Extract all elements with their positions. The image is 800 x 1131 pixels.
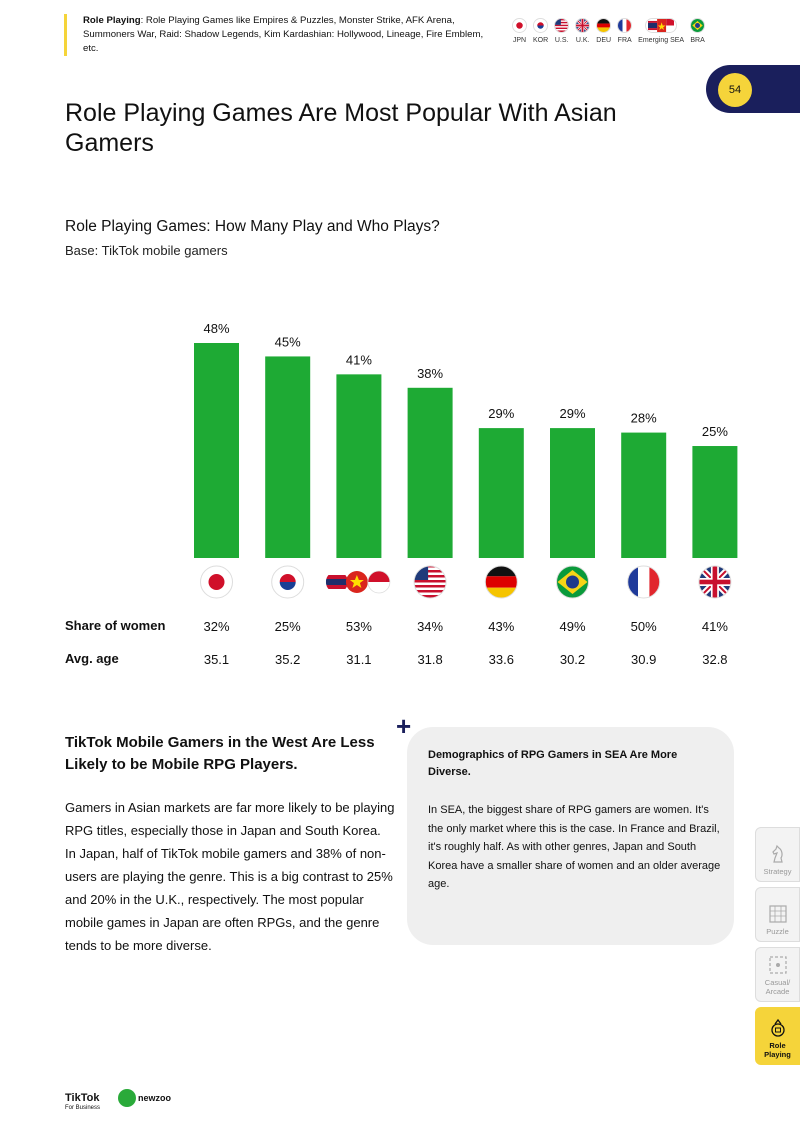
legend-uk: U.K. bbox=[575, 18, 591, 44]
legend-kor: KOR bbox=[533, 18, 548, 44]
bar-value-label: 45% bbox=[275, 334, 301, 349]
brazil-flag-icon bbox=[690, 18, 706, 33]
bar-value-label: 29% bbox=[559, 406, 585, 421]
chart-title: Role Playing Games: How Many Play and Wh… bbox=[65, 218, 440, 235]
japan-flag-icon bbox=[200, 565, 233, 599]
france-flag-icon bbox=[617, 18, 633, 33]
page-title: Role Playing Games Are Most Popular With… bbox=[65, 99, 617, 157]
bar-japan bbox=[194, 343, 239, 558]
bar-value-label: 28% bbox=[631, 411, 657, 426]
tab-strategy[interactable]: Strategy bbox=[755, 827, 800, 882]
chart-base-note: Base: TikTok mobile gamers bbox=[65, 243, 228, 258]
bar-chart: 48% 45% 41% 38% 29% 29% 28% 25% bbox=[194, 321, 738, 599]
south-korea-flag-icon bbox=[533, 18, 549, 33]
legend-deu: DEU bbox=[596, 18, 612, 44]
legend-bra: BRA bbox=[690, 18, 706, 44]
brazil-flag-icon bbox=[556, 565, 589, 599]
us-flag-icon bbox=[554, 18, 570, 33]
legend-jpn: JPN bbox=[512, 18, 527, 44]
newzoo-mark-icon bbox=[118, 1089, 136, 1107]
puzzle-grid-icon bbox=[768, 905, 787, 923]
arcade-icon bbox=[768, 956, 787, 974]
share-of-women-cell: 34% bbox=[417, 619, 444, 634]
market-flags-legend: JPN KOR U.S. U.K. DEU FRA Emerging SEA B… bbox=[512, 18, 706, 44]
share-of-women-cell: 25% bbox=[274, 619, 301, 634]
genre-label: Role Playing bbox=[83, 15, 141, 26]
sea-flags-icon bbox=[645, 18, 678, 33]
tab-casual-arcade[interactable]: Casual/ Arcade bbox=[755, 947, 800, 1002]
bar-value-label: 41% bbox=[346, 352, 372, 367]
bar-brazil bbox=[550, 428, 595, 558]
germany-flag-icon bbox=[484, 565, 518, 599]
genre-definition-note: Role Playing: Role Playing Games like Em… bbox=[64, 14, 494, 56]
uk-flag-icon bbox=[698, 565, 732, 599]
sea-flags-icon bbox=[325, 570, 391, 594]
japan-flag-icon bbox=[512, 18, 527, 33]
chess-knight-icon bbox=[771, 844, 783, 863]
bar-france bbox=[621, 432, 667, 558]
share-of-women-cell: 53% bbox=[345, 619, 372, 634]
share-of-women-cell: 49% bbox=[559, 619, 586, 634]
tab-role-playing[interactable]: Role Playing bbox=[755, 1007, 800, 1065]
share-of-women-cell: 50% bbox=[630, 619, 657, 634]
share-of-women-cell: 41% bbox=[701, 619, 728, 634]
genre-definition-text: : Role Playing Games like Empires & Puzz… bbox=[83, 15, 484, 54]
sea-callout-body: In SEA, the biggest share of RPG gamers … bbox=[428, 804, 721, 890]
share-of-women-label: Share of women bbox=[65, 618, 166, 633]
share-of-women-cell: 43% bbox=[488, 619, 515, 634]
bar-value-label: 25% bbox=[702, 424, 728, 439]
share-of-women-cell: 32% bbox=[203, 619, 230, 634]
avg-age-cell: 30.2 bbox=[559, 652, 586, 667]
legend-sea: Emerging SEA bbox=[638, 18, 684, 44]
us-flag-icon bbox=[413, 565, 447, 599]
uk-flag-icon bbox=[575, 18, 591, 33]
legend-fra: FRA bbox=[617, 18, 633, 44]
tab-puzzle[interactable]: Puzzle bbox=[755, 887, 800, 942]
bar-germany bbox=[478, 428, 524, 558]
avg-age-cell: 30.9 bbox=[631, 652, 657, 667]
west-section-body: Gamers in Asian markets are far more lik… bbox=[65, 800, 395, 953]
avg-age-label: Avg. age bbox=[65, 651, 119, 666]
avg-age-cell: 31.8 bbox=[417, 652, 443, 667]
bar-value-label: 29% bbox=[488, 406, 514, 421]
avg-age-cell: 31.1 bbox=[346, 652, 372, 667]
south-korea-flag-icon bbox=[271, 565, 305, 599]
avg-age-cell: 32.8 bbox=[702, 652, 728, 667]
page-number: 54 bbox=[718, 73, 752, 107]
legend-us: U.S. bbox=[554, 18, 570, 44]
sea-callout-card bbox=[407, 727, 734, 945]
bar-u-k- bbox=[692, 446, 738, 558]
avg-age-cell: 35.2 bbox=[275, 652, 301, 667]
bar-u-s- bbox=[407, 387, 453, 558]
germany-flag-icon bbox=[596, 18, 612, 33]
bar-emerging-sea bbox=[336, 374, 382, 558]
bar-value-label: 38% bbox=[417, 366, 443, 381]
tiktok-logo: TikTok For Business bbox=[65, 1092, 101, 1112]
france-flag-icon bbox=[627, 565, 661, 599]
avg-age-cell: 35.1 bbox=[203, 652, 230, 667]
role-playing-icon bbox=[770, 1018, 785, 1037]
sea-callout-title: Demographics of RPG Gamers in SEA Are Mo… bbox=[428, 749, 678, 778]
newzoo-logo: newzoo bbox=[118, 1089, 171, 1107]
bar-south-korea bbox=[265, 356, 311, 558]
west-section-heading: TikTok Mobile Gamers in the West Are Les… bbox=[65, 734, 375, 773]
bar-value-label: 48% bbox=[203, 321, 229, 336]
plus-icon: + bbox=[396, 711, 412, 741]
avg-age-cell: 33.6 bbox=[488, 652, 514, 667]
